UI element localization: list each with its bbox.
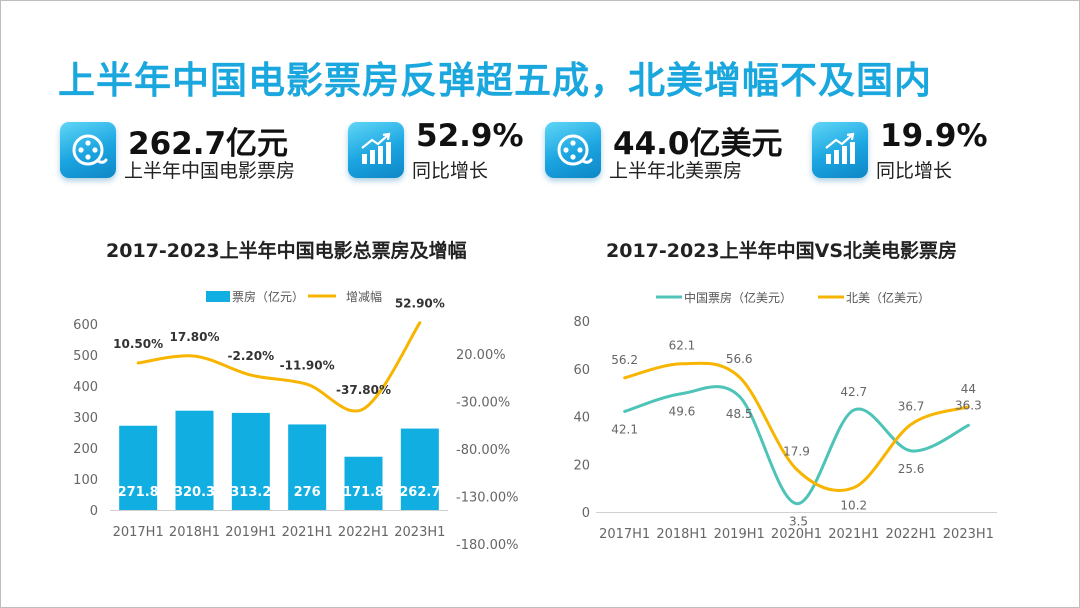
y-tick-label: 200 xyxy=(73,442,98,457)
bar xyxy=(175,410,214,510)
legend-label: 增减幅 xyxy=(346,289,382,304)
china-vs-na-line-chart: 中国票房（亿美元） 北美（亿美元） 0 20 40 60 80 2017H1 2018H1 201… xyxy=(573,290,997,542)
kpi-value: 44.0亿美元 xyxy=(613,126,783,162)
kpi-label: 上半年北美票房 xyxy=(609,160,743,182)
film-reel-icon xyxy=(60,122,116,178)
y-tick-label: 300 xyxy=(73,411,98,426)
chart-title-left: 2017-2023上半年中国电影总票房及增幅 xyxy=(106,240,467,262)
bar-growth-icon xyxy=(348,122,404,178)
x-tick-label: 2017H1 xyxy=(599,527,650,542)
x-tick-label: 2018H1 xyxy=(656,527,707,542)
y-tick-label: 600 xyxy=(73,318,98,333)
legend-label: 北美（亿美元） xyxy=(846,290,930,305)
x-tick-label: 2022H1 xyxy=(886,527,937,542)
y-tick-label: 40 xyxy=(573,411,590,426)
line-data-label: -37.80% xyxy=(336,383,391,397)
y2-tick-label: -180.00% xyxy=(456,538,519,550)
na-data-label: 62.1 xyxy=(669,339,696,353)
na-data-label: 56.2 xyxy=(611,353,638,367)
na-data-label: 36.7 xyxy=(898,399,925,413)
kpi-value: 19.9% xyxy=(880,118,988,154)
y2-tick-label: -30.00% xyxy=(456,396,510,411)
bar xyxy=(344,456,383,510)
legend-swatch-bar xyxy=(206,291,230,302)
bar-data-label: 171.8 xyxy=(343,485,384,500)
bar xyxy=(288,424,327,510)
page-title: 上半年中国电影票房反弹超五成，北美增幅不及国内 xyxy=(58,59,932,102)
line-data-label: -11.90% xyxy=(280,358,335,372)
y2-tick-label: -80.00% xyxy=(456,443,510,458)
film-reel-icon xyxy=(545,122,601,178)
line-data-label: 17.80% xyxy=(170,330,220,344)
china-data-label: 25.6 xyxy=(898,462,925,476)
y-tick-label: 80 xyxy=(573,315,590,330)
bar xyxy=(119,425,158,510)
y-tick-label: 500 xyxy=(73,349,98,364)
bar xyxy=(231,412,270,510)
china-data-label: 36.3 xyxy=(955,398,982,412)
kpi-label: 上半年中国电影票房 xyxy=(124,160,296,182)
box-office-bar-chart: 票房（亿元） 增减幅 0 100 200 300 400 500 600 20.00% -30.00… xyxy=(73,289,519,550)
china-line xyxy=(623,385,970,506)
kpi-value: 52.9% xyxy=(416,118,524,154)
x-tick-label: 2020H1 xyxy=(771,527,822,542)
x-tick-label: 2017H1 xyxy=(113,525,164,540)
bar-data-label: 320.3 xyxy=(174,485,215,500)
growth-line xyxy=(136,321,422,413)
na-data-label: 56.6 xyxy=(726,352,753,366)
na-data-label: 17.9 xyxy=(783,444,810,458)
y-tick-label: 0 xyxy=(582,506,590,521)
line-data-label: 52.90% xyxy=(395,297,445,311)
x-tick-label: 2023H1 xyxy=(943,527,994,542)
y-tick-label: 400 xyxy=(73,380,98,395)
x-tick-label: 2019H1 xyxy=(714,527,765,542)
x-tick-label: 2023H1 xyxy=(394,525,445,540)
x-tick-label: 2022H1 xyxy=(338,525,389,540)
na-data-label: 10.2 xyxy=(840,499,867,513)
y-tick-label: 0 xyxy=(90,504,98,519)
x-tick-label: 2021H1 xyxy=(828,527,879,542)
y2-tick-label: 20.00% xyxy=(456,348,506,363)
na-data-label: 44 xyxy=(961,382,976,396)
north-america-line xyxy=(623,361,970,492)
kpi-label: 同比增长 xyxy=(412,160,489,182)
china-data-label: 48.5 xyxy=(726,407,753,421)
kpi-label: 同比增长 xyxy=(876,160,953,182)
y-tick-label: 60 xyxy=(573,363,590,378)
bar-data-label: 313.2 xyxy=(230,485,271,500)
legend-label: 中国票房（亿美元） xyxy=(684,290,792,305)
bar-growth-icon xyxy=(812,122,868,178)
bar-data-label: 271.8 xyxy=(118,485,159,500)
x-tick-label: 2019H1 xyxy=(225,525,276,540)
line-data-label: -2.20% xyxy=(228,349,275,363)
bar-data-label: 276 xyxy=(294,485,321,500)
china-data-label: 42.7 xyxy=(840,385,867,399)
legend-label: 票房（亿元） xyxy=(232,289,304,304)
china-data-label: 3.5 xyxy=(789,515,808,529)
x-tick-label: 2021H1 xyxy=(282,525,333,540)
chart-title-right: 2017-2023上半年中国VS北美电影票房 xyxy=(606,240,958,262)
x-tick-label: 2018H1 xyxy=(169,525,220,540)
china-data-label: 49.6 xyxy=(669,405,696,419)
kpi-value: 262.7亿元 xyxy=(128,126,289,162)
y2-tick-label: -130.00% xyxy=(456,491,519,506)
y-tick-label: 100 xyxy=(73,473,98,488)
china-data-label: 42.1 xyxy=(611,422,638,436)
line-data-label: 10.50% xyxy=(113,337,163,351)
y-tick-label: 20 xyxy=(573,458,590,473)
bar-data-label: 262.7 xyxy=(399,485,440,500)
bar xyxy=(400,428,439,510)
